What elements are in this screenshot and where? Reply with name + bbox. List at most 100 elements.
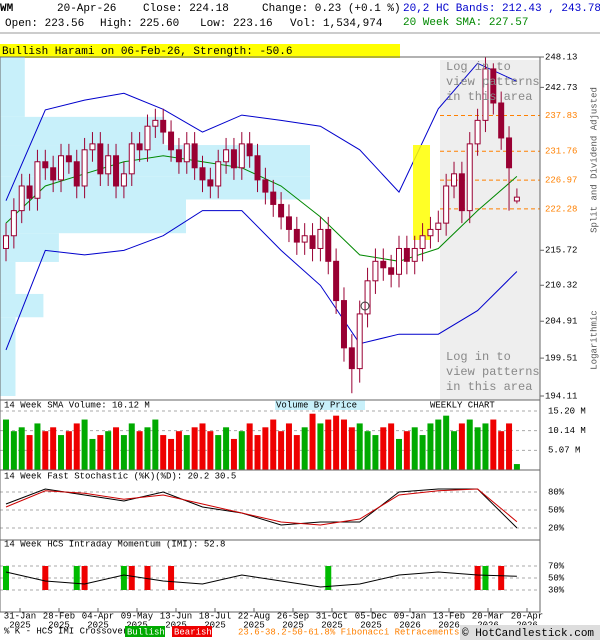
- annotation: Volume By Price: [276, 400, 357, 410]
- fib-label: 231.76: [545, 147, 577, 157]
- volume-bar: [199, 423, 206, 470]
- x-tick-label: 09-May: [121, 611, 154, 621]
- crossover-bar: [498, 566, 505, 590]
- volume-bar: [356, 423, 363, 470]
- crossover-bar: [3, 566, 9, 590]
- footer-fib: 23.6-38.2-50-61.8% Fibonacci Retracement…: [238, 627, 459, 637]
- volume-bar: [246, 423, 253, 470]
- crossover-bar: [42, 566, 49, 590]
- crossover-bar: [128, 566, 135, 590]
- open: Open: 223.56: [5, 18, 84, 30]
- volume-bar: [168, 438, 175, 470]
- candle-body: [301, 235, 308, 243]
- candle-body: [451, 173, 458, 187]
- candle-body: [215, 161, 222, 187]
- candle-body: [403, 247, 410, 262]
- candle-body: [254, 155, 261, 181]
- footer-bullish: Bullish: [127, 627, 165, 637]
- volume-bar: [183, 435, 190, 470]
- crossover-bar: [325, 566, 332, 590]
- bearish-swatch: [172, 626, 212, 637]
- candle-body: [26, 185, 33, 199]
- x-tick-label: 2025: [48, 620, 70, 630]
- y-tick-label: 50%: [548, 505, 565, 515]
- high: High: 225.60: [100, 18, 179, 30]
- imi-frame: [0, 539, 541, 613]
- candle-body: [506, 137, 513, 169]
- candle-body: [498, 102, 505, 139]
- volume-by-price: [0, 233, 59, 262]
- bands-legend: 20,2 HC Bands: 212.43 , 243.78: [403, 3, 600, 15]
- candle-body: [474, 119, 481, 145]
- y-tick-label: 194.11: [545, 391, 577, 401]
- candle-body: [230, 149, 237, 169]
- volume-bar: [26, 435, 33, 470]
- x-tick-label: 2025: [282, 620, 304, 630]
- x-tick-label: 2025: [243, 620, 265, 630]
- volume-bar: [10, 431, 17, 470]
- symbol: WM: [0, 3, 14, 15]
- x-tick-label: 04-Apr: [82, 611, 114, 621]
- candle-body: [199, 167, 206, 181]
- crossover-bar: [482, 566, 489, 590]
- candle-body: [435, 222, 442, 230]
- x-tick-label: 13-Jun: [160, 611, 192, 621]
- volume-bar: [270, 419, 277, 470]
- annotation: WEEKLY CHART: [430, 400, 495, 410]
- x-tick-label: 13-Feb: [433, 611, 465, 621]
- x-tick-label: 2025: [360, 620, 382, 630]
- candle-body: [168, 131, 175, 151]
- axis-note: Logarithmic: [589, 310, 599, 369]
- x-tick-label: 2025: [126, 620, 148, 630]
- x-tick-label: 2026: [438, 620, 460, 630]
- axis-note: Split and Dividend Adjusted: [589, 87, 599, 233]
- change: Change: 0.23 (+0.1 %): [262, 3, 401, 15]
- volume-bar: [293, 435, 300, 470]
- candle-body: [81, 149, 88, 187]
- x-tick-label: 05-Dec: [355, 611, 387, 621]
- site-bg: [460, 625, 600, 640]
- candle-body: [3, 235, 9, 249]
- candle-body: [73, 161, 80, 187]
- candle-body: [160, 119, 167, 133]
- candle-body: [262, 179, 269, 193]
- indicator-line: [5, 571, 517, 588]
- footer-site: © HotCandlestick.com: [462, 628, 594, 640]
- candle-body: [223, 149, 230, 163]
- volume-bar: [105, 431, 112, 470]
- volume-bar: [175, 431, 182, 470]
- candle-body: [183, 143, 190, 163]
- bullish-swatch: [125, 626, 165, 637]
- candle-body: [58, 155, 65, 181]
- candle-body: [325, 228, 332, 262]
- volume-bar: [160, 435, 167, 470]
- candle-body: [152, 119, 159, 127]
- pattern-marker: [360, 301, 370, 311]
- volume-bar: [458, 423, 465, 470]
- y-tick-label: 70%: [548, 561, 565, 571]
- pattern-highlight: [413, 145, 430, 240]
- y-tick-label: 215.72: [545, 246, 577, 256]
- indicator-line: [5, 488, 518, 529]
- footer-bearish: Bearish: [174, 627, 212, 637]
- panel-title: 14 Week SMA Volume: 10.12 M: [4, 400, 150, 410]
- volume-bar: [498, 431, 505, 470]
- candle-body: [270, 191, 277, 205]
- panel-title: 14 Week Fast Stochastic (%K)(%D): 20.2 3…: [4, 471, 236, 481]
- candle-body: [105, 155, 112, 175]
- volume-by-price: [0, 145, 310, 177]
- x-tick-label: 2025: [204, 620, 226, 630]
- x-tick-label: 09-Jan: [394, 611, 426, 621]
- volume-bar: [97, 435, 104, 470]
- volume-bar: [317, 423, 324, 470]
- volume-bar: [474, 427, 481, 470]
- volume-bar: [238, 431, 245, 470]
- volume-bar: [333, 415, 340, 470]
- x-tick-label: 2025: [87, 620, 109, 630]
- volume-bar: [435, 419, 442, 470]
- candle-body: [490, 68, 497, 104]
- low: Low: 223.16: [200, 18, 273, 30]
- candle-body: [348, 347, 355, 370]
- volume-by-price: [0, 116, 165, 146]
- volume-bar: [191, 427, 198, 470]
